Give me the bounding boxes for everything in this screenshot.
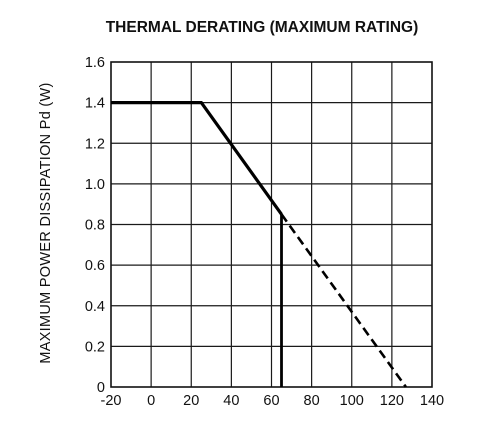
y-tick-label: 1.0 <box>85 177 105 193</box>
y-axis-label: MAXIMUM POWER DISSIPATION Pd (W) <box>38 82 54 363</box>
y-tick-label: 0.4 <box>85 299 105 315</box>
y-tick-label: 0.2 <box>85 339 105 355</box>
series <box>111 100 407 388</box>
x-tick-label: -20 <box>101 393 122 409</box>
y-tick-label: 0.6 <box>85 258 105 274</box>
x-tick-label: 20 <box>183 393 199 409</box>
x-tick-label: 60 <box>263 393 279 409</box>
y-tick-label: 0.8 <box>85 218 105 234</box>
chart-title: THERMAL DERATING (MAXIMUM RATING) <box>106 19 419 36</box>
x-tick-labels: -20 0 20 40 60 80 100 120 140 <box>101 393 445 409</box>
y-tick-label: 1.6 <box>85 55 105 71</box>
x-tick-label: 0 <box>147 393 155 409</box>
y-tick-label: 1.2 <box>85 136 105 152</box>
derating-curve-dashed <box>280 213 407 388</box>
x-tick-label: 100 <box>340 393 364 409</box>
x-tick-label: 140 <box>420 393 444 409</box>
plot-frame <box>110 61 433 388</box>
plot-border <box>110 61 433 388</box>
x-tick-label: 40 <box>223 393 239 409</box>
derating-curve-solid <box>111 100 283 216</box>
grid <box>111 62 432 387</box>
x-tick-label: 120 <box>380 393 404 409</box>
x-tick-label: 80 <box>304 393 320 409</box>
y-tick-label: 0 <box>97 380 105 396</box>
y-tick-label: 1.4 <box>85 96 105 112</box>
y-tick-labels: 0 0.2 0.4 0.6 0.8 1.0 1.2 1.4 1.6 <box>85 55 105 396</box>
